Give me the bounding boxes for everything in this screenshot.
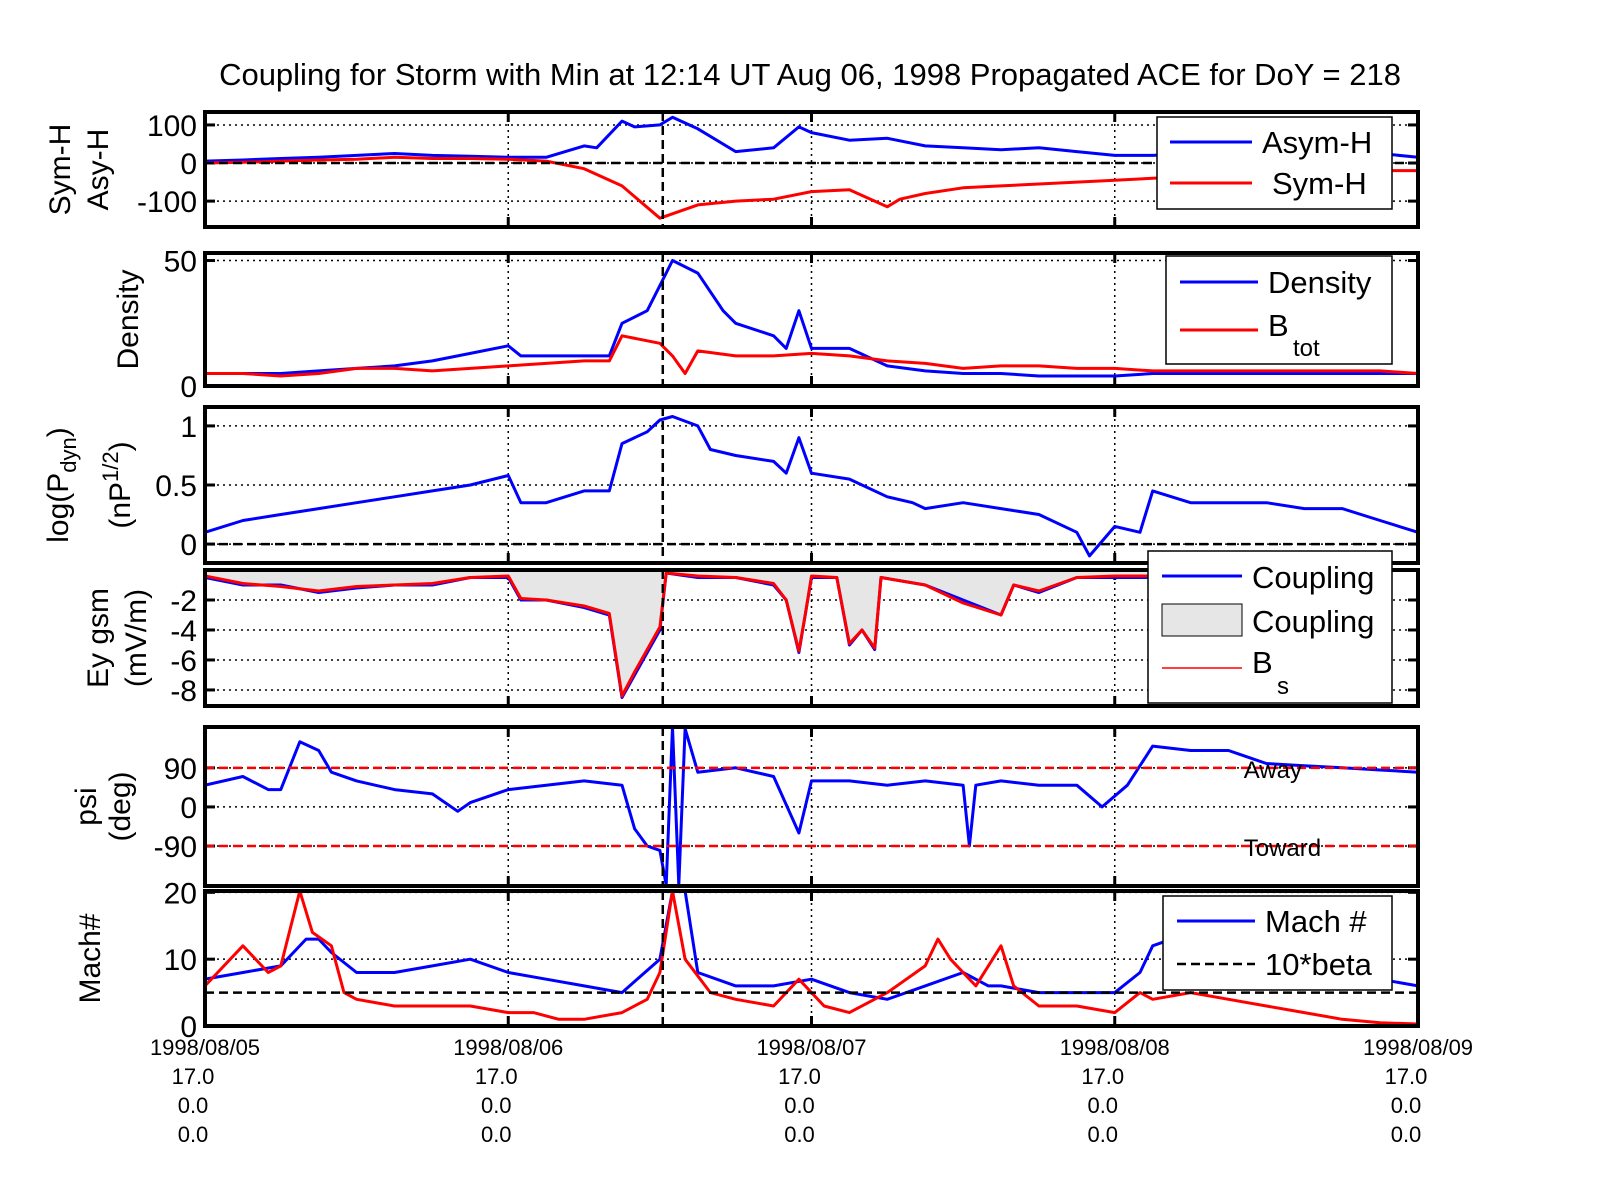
panel-4: -2-4-6-8 Ey gsm (mV/m) Coupling Coupling Bs <box>82 550 1420 708</box>
y-tick-label: 0 <box>180 529 197 562</box>
y-tick-label: -100 <box>137 186 197 219</box>
x-tick-sublabel: 17.0 <box>475 1064 518 1089</box>
panel-frame <box>203 405 1420 565</box>
legend: Coupling Coupling Bs <box>1147 550 1393 704</box>
y-axis-label: (mV/m) <box>120 589 153 687</box>
panel-frame <box>203 110 1420 229</box>
y-axis-label: (deg) <box>104 771 137 841</box>
y-tick-label: -8 <box>170 675 197 708</box>
y-axis-label: Ey gsm <box>82 588 115 688</box>
y-tick-label: 90 <box>164 753 197 786</box>
x-tick-sublabel: 0.0 <box>1087 1122 1118 1147</box>
panel-frame <box>203 889 1420 1028</box>
legend-label-subscript: s <box>1277 673 1289 700</box>
legend-label: Sym-H <box>1272 166 1367 201</box>
legend-label: B <box>1252 645 1273 680</box>
plot-area <box>205 727 1418 886</box>
legend-label: Density <box>1268 265 1372 300</box>
y-tick-label: 10 <box>164 944 197 977</box>
x-tick-sublabel: 17.0 <box>1081 1064 1124 1089</box>
x-tick-label: 1998/08/09 <box>1363 1035 1473 1060</box>
series-line-bs <box>205 570 1418 698</box>
y-tick-label: 0.5 <box>155 470 197 503</box>
legend-label-subscript: tot <box>1293 335 1320 362</box>
y-tick-label: -90 <box>154 831 197 864</box>
x-tick-sublabel: 0.0 <box>1391 1093 1422 1118</box>
chart-title: Coupling for Storm with Min at 12:14 UT … <box>219 57 1401 92</box>
y-tick-label: 0 <box>180 1011 197 1044</box>
legend-swatch <box>1161 603 1243 637</box>
y-tick-label: 100 <box>147 110 197 143</box>
series-line-btot <box>205 334 1418 378</box>
y-tick-label: -2 <box>170 585 197 618</box>
x-tick-label: 1998/08/07 <box>756 1035 866 1060</box>
y-axis-label: Density <box>112 269 145 369</box>
panel-frame <box>203 725 1420 888</box>
annotation-toward: Toward <box>1244 835 1321 862</box>
annotation-away: Away <box>1244 757 1302 784</box>
panel-3: 1 0.5 0 log(Pdyn) (nP1/2) <box>42 405 1420 565</box>
y-tick-label: 1 <box>180 411 197 444</box>
legend: Asym-H Sym-H <box>1156 116 1393 210</box>
plot-area <box>205 570 1418 699</box>
x-tick-sublabel: 0.0 <box>784 1093 815 1118</box>
x-tick-label: 1998/08/05 <box>150 1035 260 1060</box>
legend-label: Mach # <box>1265 904 1367 939</box>
series-line-log-pdyn- <box>205 415 1418 558</box>
y-tick-label: 20 <box>164 877 197 910</box>
x-tick-sublabel: 0.0 <box>481 1093 512 1118</box>
x-tick-sublabel: 0.0 <box>481 1122 512 1147</box>
y-tick-label: -4 <box>170 615 197 648</box>
y-tick-label: 50 <box>164 246 197 279</box>
plot-area <box>205 415 1418 558</box>
series-line-10-beta <box>205 891 1418 1026</box>
y-axis-label: (nP1/2) <box>98 441 137 528</box>
legend-box <box>1165 255 1393 365</box>
y-axis-label: Mach# <box>74 913 107 1003</box>
panel-6: 20 10 0 Mach# Mach # 10*beta <box>74 877 1420 1044</box>
legend: Mach # 10*beta <box>1162 895 1393 991</box>
y-tick-label: 0 <box>180 371 197 404</box>
legend-box <box>1156 116 1393 210</box>
legend-label: Coupling <box>1252 604 1374 639</box>
y-axis-label: Asy-H <box>82 129 115 211</box>
legend-label: Coupling <box>1252 560 1374 595</box>
x-tick-sublabel: 0.0 <box>178 1093 209 1118</box>
series-line-density <box>205 259 1418 378</box>
x-tick-sublabel: 0.0 <box>178 1122 209 1147</box>
x-tick-sublabel: 0.0 <box>1391 1122 1422 1147</box>
panel-5: 90 0 -90 Away Toward psi (deg) <box>70 725 1420 888</box>
x-tick-sublabel: 17.0 <box>172 1064 215 1089</box>
x-tick-sublabel: 0.0 <box>1087 1093 1118 1118</box>
y-tick-label: 0 <box>180 148 197 181</box>
y-axis-label: psi <box>70 787 103 825</box>
x-tick-label: 1998/08/08 <box>1060 1035 1170 1060</box>
x-tick-sublabel: 0.0 <box>784 1122 815 1147</box>
legend-box <box>1162 895 1393 991</box>
y-axis-label: Sym-H <box>44 124 77 216</box>
panel-frame <box>203 251 1420 388</box>
x-tick-sublabel: 17.0 <box>778 1064 821 1089</box>
y-tick-label: 0 <box>180 792 197 825</box>
x-tick-label: 1998/08/06 <box>453 1035 563 1060</box>
coupling-fill <box>205 570 1418 698</box>
plot-area <box>205 259 1418 378</box>
panel-frame <box>203 568 1420 708</box>
x-tick-sublabel: 17.0 <box>1385 1064 1428 1089</box>
series-line-psi <box>205 727 1418 886</box>
y-tick-label: -6 <box>170 645 197 678</box>
legend-label: B <box>1268 308 1289 343</box>
legend-label: Asym-H <box>1262 125 1372 160</box>
y-axis-label: log(Pdyn) <box>42 427 81 543</box>
legend-label: 10*beta <box>1265 947 1373 982</box>
